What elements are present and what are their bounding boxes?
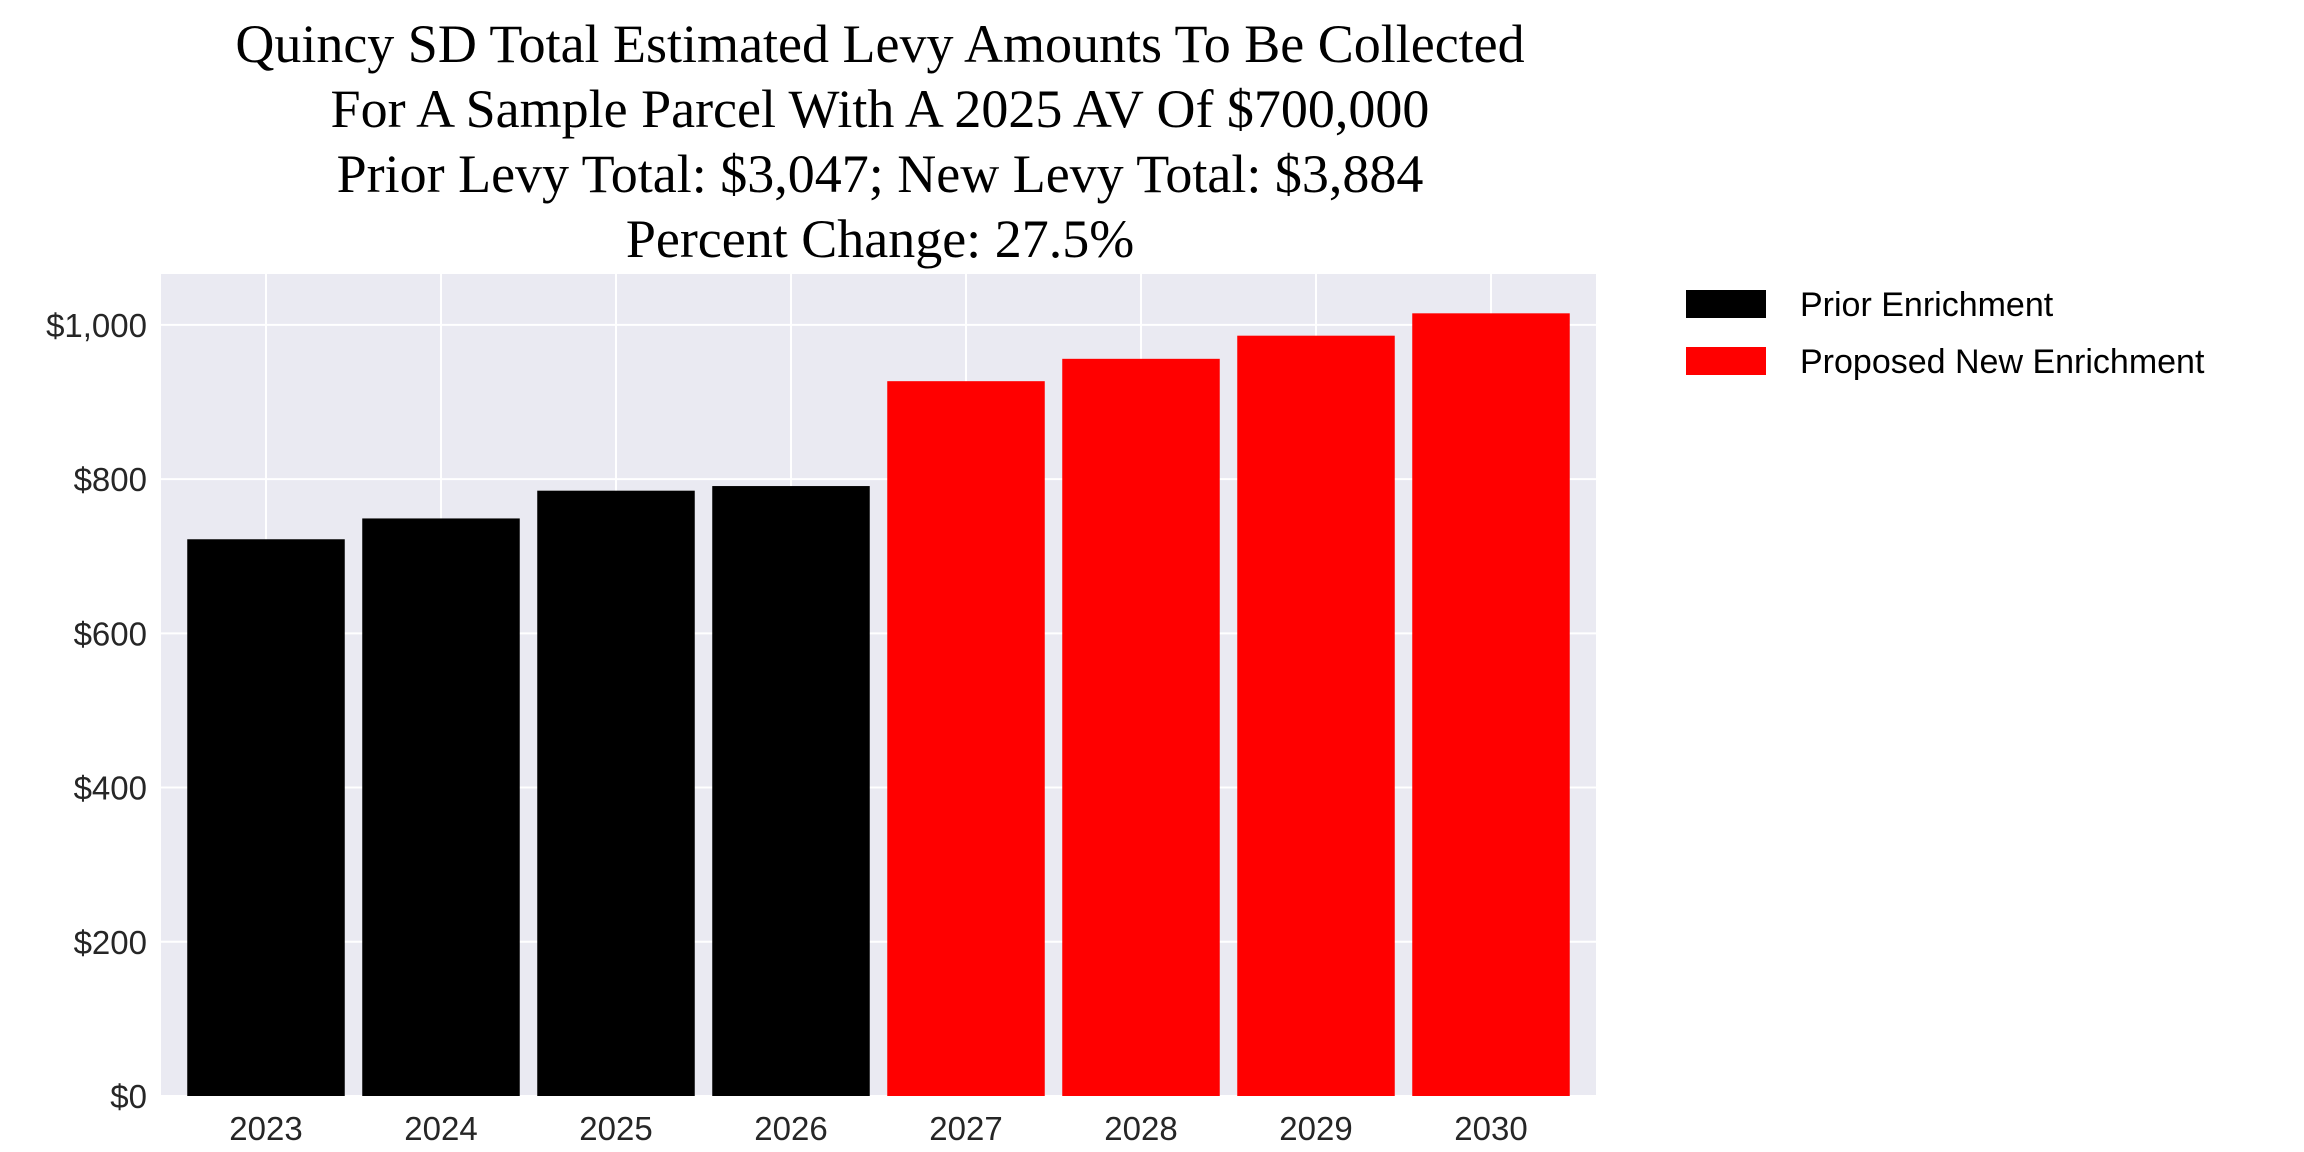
x-tick-label: 2028 [1104,1110,1177,1147]
bar-2023 [187,539,345,1096]
legend-label: Proposed New Enrichment [1800,343,2205,381]
bars [187,313,1570,1097]
bar-2028 [1062,358,1220,1096]
y-tick-label: $400 [74,770,147,807]
chart-title: Quincy SD Total Estimated Levy Amounts T… [235,14,1524,269]
x-tick-label: 2024 [404,1110,477,1147]
x-tick-label: 2027 [929,1110,1002,1147]
bar-2025 [537,490,695,1097]
y-axis: $0 $200 $400 $600 $800 $1,000 [46,307,147,1115]
x-axis: 2023 2024 2025 2026 2027 2028 2029 2030 [229,1110,1527,1147]
y-tick-label: $0 [110,1078,147,1115]
legend-label: Prior Enrichment [1800,286,2054,324]
bar-2030 [1412,313,1570,1097]
bar-2029 [1237,335,1395,1096]
y-tick-label: $800 [74,461,147,498]
bar-2026 [712,486,870,1096]
title-line: Percent Change: 27.5% [626,209,1134,269]
y-tick-label: $200 [74,924,147,961]
x-tick-label: 2030 [1454,1110,1527,1147]
bar-2024 [362,518,520,1096]
x-tick-label: 2026 [754,1110,827,1147]
legend-swatch [1686,290,1766,318]
legend-swatch [1686,347,1766,375]
y-tick-label: $600 [74,615,147,652]
x-tick-label: 2025 [579,1110,652,1147]
y-tick-label: $1,000 [46,307,147,344]
title-line: Prior Levy Total: $3,047; New Levy Total… [337,144,1424,204]
title-line: Quincy SD Total Estimated Levy Amounts T… [235,14,1524,74]
x-tick-label: 2023 [229,1110,302,1147]
x-tick-label: 2029 [1279,1110,1352,1147]
title-line: For A Sample Parcel With A 2025 AV Of $7… [331,79,1430,139]
legend: Prior Enrichment Proposed New Enrichment [1686,286,2205,381]
bar-2027 [887,381,1045,1097]
